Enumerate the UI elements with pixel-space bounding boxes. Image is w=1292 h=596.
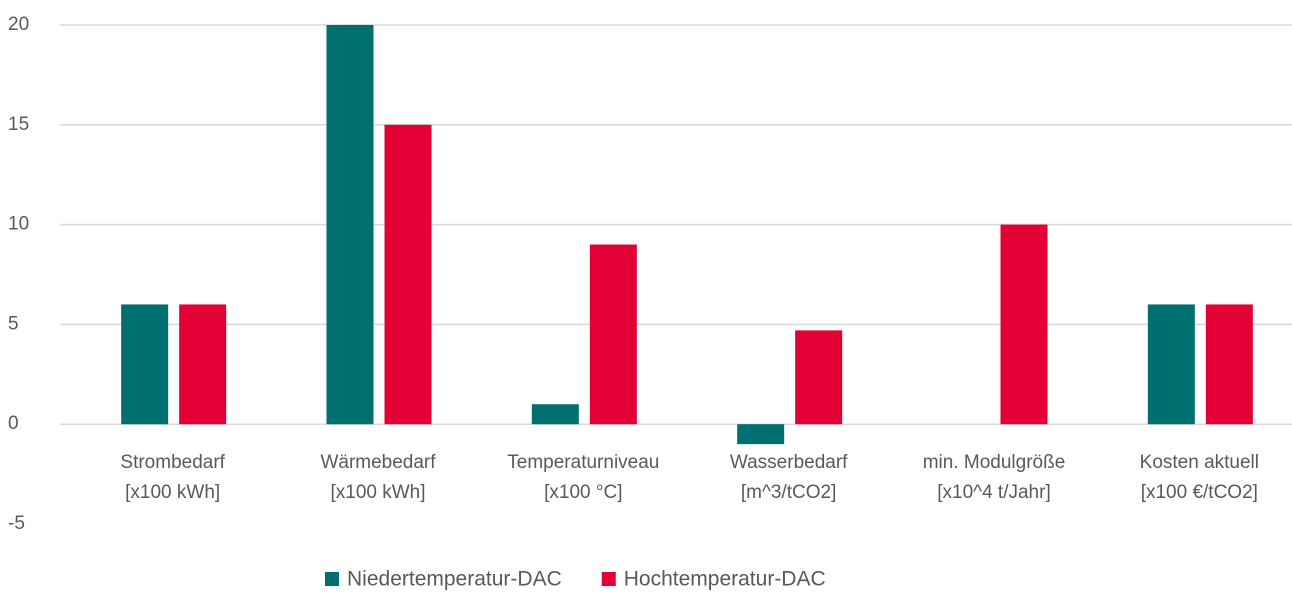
bar — [1000, 224, 1048, 425]
bar — [121, 304, 169, 425]
bar — [589, 244, 637, 425]
bar — [1147, 304, 1195, 425]
x-tick-label: Strombedarf — [120, 452, 225, 473]
x-tick-label: [x100 kWh] — [330, 482, 425, 503]
x-tick-label: [x10^4 t/Jahr] — [937, 482, 1050, 503]
bar — [531, 404, 579, 425]
bar — [737, 424, 785, 445]
x-tick-label: Kosten aktuell — [1140, 452, 1259, 473]
y-tick-label: 10 — [8, 214, 29, 235]
x-tick-label: Wärmebedarf — [320, 452, 436, 473]
x-tick-label: Wasserbedarf — [730, 452, 848, 473]
legend-label: Niedertemperatur-DAC — [347, 568, 562, 591]
x-tick-label: [m^3/tCO2] — [741, 482, 837, 503]
bar — [326, 25, 374, 425]
bar — [179, 304, 227, 425]
x-tick-label: min. Modulgröße — [923, 452, 1066, 473]
y-tick-label: 0 — [8, 413, 19, 434]
bar — [795, 330, 843, 425]
y-tick-label: 5 — [8, 313, 19, 334]
y-tick-label: 15 — [8, 114, 29, 135]
legend-swatch — [325, 572, 339, 586]
x-tick-label: [x100 kWh] — [125, 482, 220, 503]
x-tick-label: [x100 °C] — [544, 482, 622, 503]
bar — [384, 124, 432, 425]
legend-label: Hochtemperatur-DAC — [624, 568, 826, 591]
legend-swatch — [601, 572, 616, 586]
x-tick-label: [x100 €/tCO2] — [1141, 482, 1258, 503]
bar — [1205, 304, 1253, 425]
y-tick-label: -5 — [8, 513, 25, 534]
x-tick-label: Temperaturniveau — [507, 452, 659, 473]
y-tick-label: 20 — [8, 14, 29, 35]
